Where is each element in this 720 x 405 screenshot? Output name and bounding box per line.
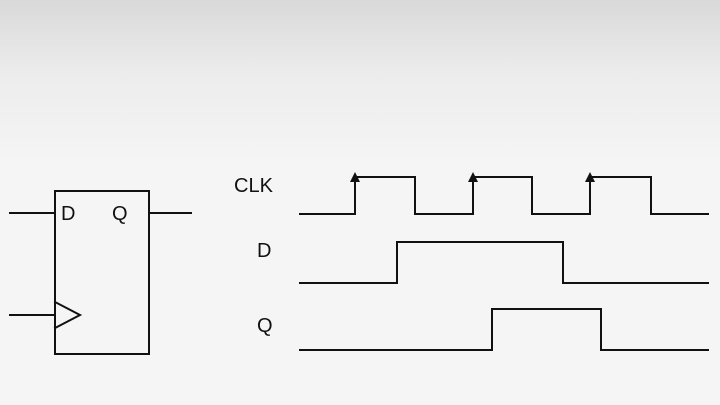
- clk-rising-edge-arrow-2: [468, 172, 478, 182]
- q-signal-label: Q: [257, 315, 273, 337]
- d-waveform: [299, 241, 709, 284]
- d-signal-label: D: [257, 240, 271, 262]
- flip-flop-body: [54, 190, 150, 355]
- clk-rising-edge-arrow-3: [585, 172, 595, 182]
- d-flip-flop: D Q: [9, 190, 192, 355]
- clk-signal-label: CLK: [234, 175, 274, 197]
- clk-rising-edge-arrow-1: [350, 172, 360, 182]
- q-waveform: [299, 308, 709, 351]
- clock-edge-triangle: [53, 300, 83, 330]
- timing-diagram: CLK D Q: [234, 172, 709, 351]
- clk-waveform: [299, 176, 709, 215]
- flip-flop-d-label: D: [61, 203, 75, 225]
- flip-flop-q-label: Q: [112, 203, 128, 225]
